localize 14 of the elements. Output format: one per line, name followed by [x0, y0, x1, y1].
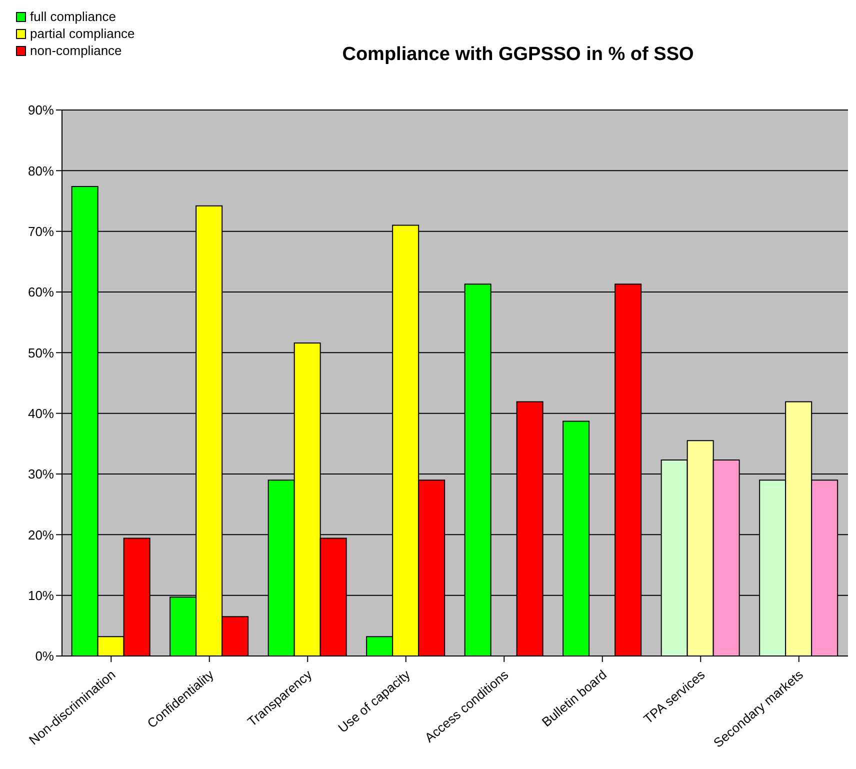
y-tick-label: 90%	[28, 102, 54, 118]
legend-label: full compliance	[30, 8, 116, 25]
y-tick-label: 80%	[28, 163, 54, 178]
y-tick-label: 0%	[35, 648, 54, 664]
y-tick-label: 30%	[28, 466, 54, 482]
y-tick-label: 60%	[28, 284, 54, 300]
legend-label: non-compliance	[30, 42, 122, 59]
chart-title: Compliance with GGPSSO in % of SSO	[341, 44, 695, 66]
y-tick-label: 70%	[28, 224, 54, 239]
y-tick-label: 50%	[28, 345, 54, 360]
legend-label: partial compliance	[30, 25, 135, 42]
y-tick-label: 10%	[28, 588, 54, 603]
y-tick-label: 20%	[28, 527, 54, 542]
y-tick-label: 40%	[28, 406, 54, 421]
